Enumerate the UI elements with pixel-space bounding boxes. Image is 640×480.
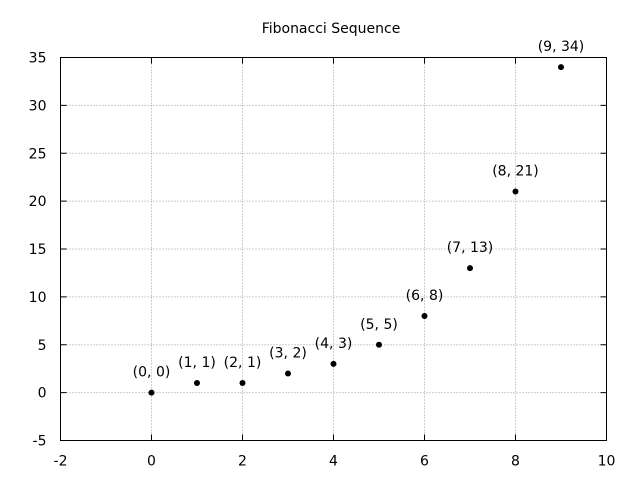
data-point-label: (4, 3) [315, 336, 353, 352]
y-tick-label: 15 [29, 242, 47, 258]
y-tick-label: 5 [38, 338, 47, 354]
data-point-label: (5, 5) [360, 317, 398, 333]
data-point [376, 341, 382, 348]
y-tick-label: -5 [33, 434, 47, 450]
data-point [239, 380, 246, 387]
y-tick-label: 25 [29, 146, 47, 162]
x-tick-label: 0 [147, 454, 156, 470]
data-point-label: (9, 34) [538, 39, 585, 55]
data-point-label: (2, 1) [224, 355, 262, 371]
data-point-label: (0, 0) [133, 365, 171, 381]
data-point-label: (6, 8) [406, 288, 444, 304]
data-point [512, 188, 519, 195]
data-point-label: (7, 13) [447, 240, 494, 256]
chart-title: Fibonacci Sequence [262, 21, 401, 37]
x-tick-label: 8 [511, 454, 520, 470]
y-tick-label: 30 [29, 98, 47, 114]
y-tick-label: 0 [38, 386, 47, 402]
axis-ticks: -2 0 2 4 6 8 10 -5 0 5 10 15 20 25 30 35 [29, 51, 616, 470]
data-point-label: (8, 21) [492, 164, 539, 180]
data-point [194, 380, 200, 387]
data-point [421, 313, 428, 320]
x-tick-label: 10 [598, 454, 616, 470]
x-tick-label: 2 [238, 454, 247, 470]
data-point [148, 389, 155, 396]
data-point [330, 360, 337, 367]
x-tick-label: -2 [54, 454, 68, 470]
data-point [558, 64, 564, 71]
y-tick-label: 35 [29, 51, 47, 67]
data-points: (0, 0) (1, 1) (2, 1) (3, 2) (4, 3) (5, 5) (6, … [133, 39, 585, 396]
data-point-label: (1, 1) [178, 355, 216, 371]
data-point-label: (3, 2) [269, 345, 307, 361]
data-point [467, 265, 473, 272]
data-point [285, 370, 291, 377]
y-tick-label: 20 [29, 194, 47, 210]
x-tick-label: 6 [420, 454, 429, 470]
grid [60, 57, 607, 441]
x-tick-label: 4 [329, 454, 338, 470]
y-tick-label: 10 [29, 290, 47, 306]
